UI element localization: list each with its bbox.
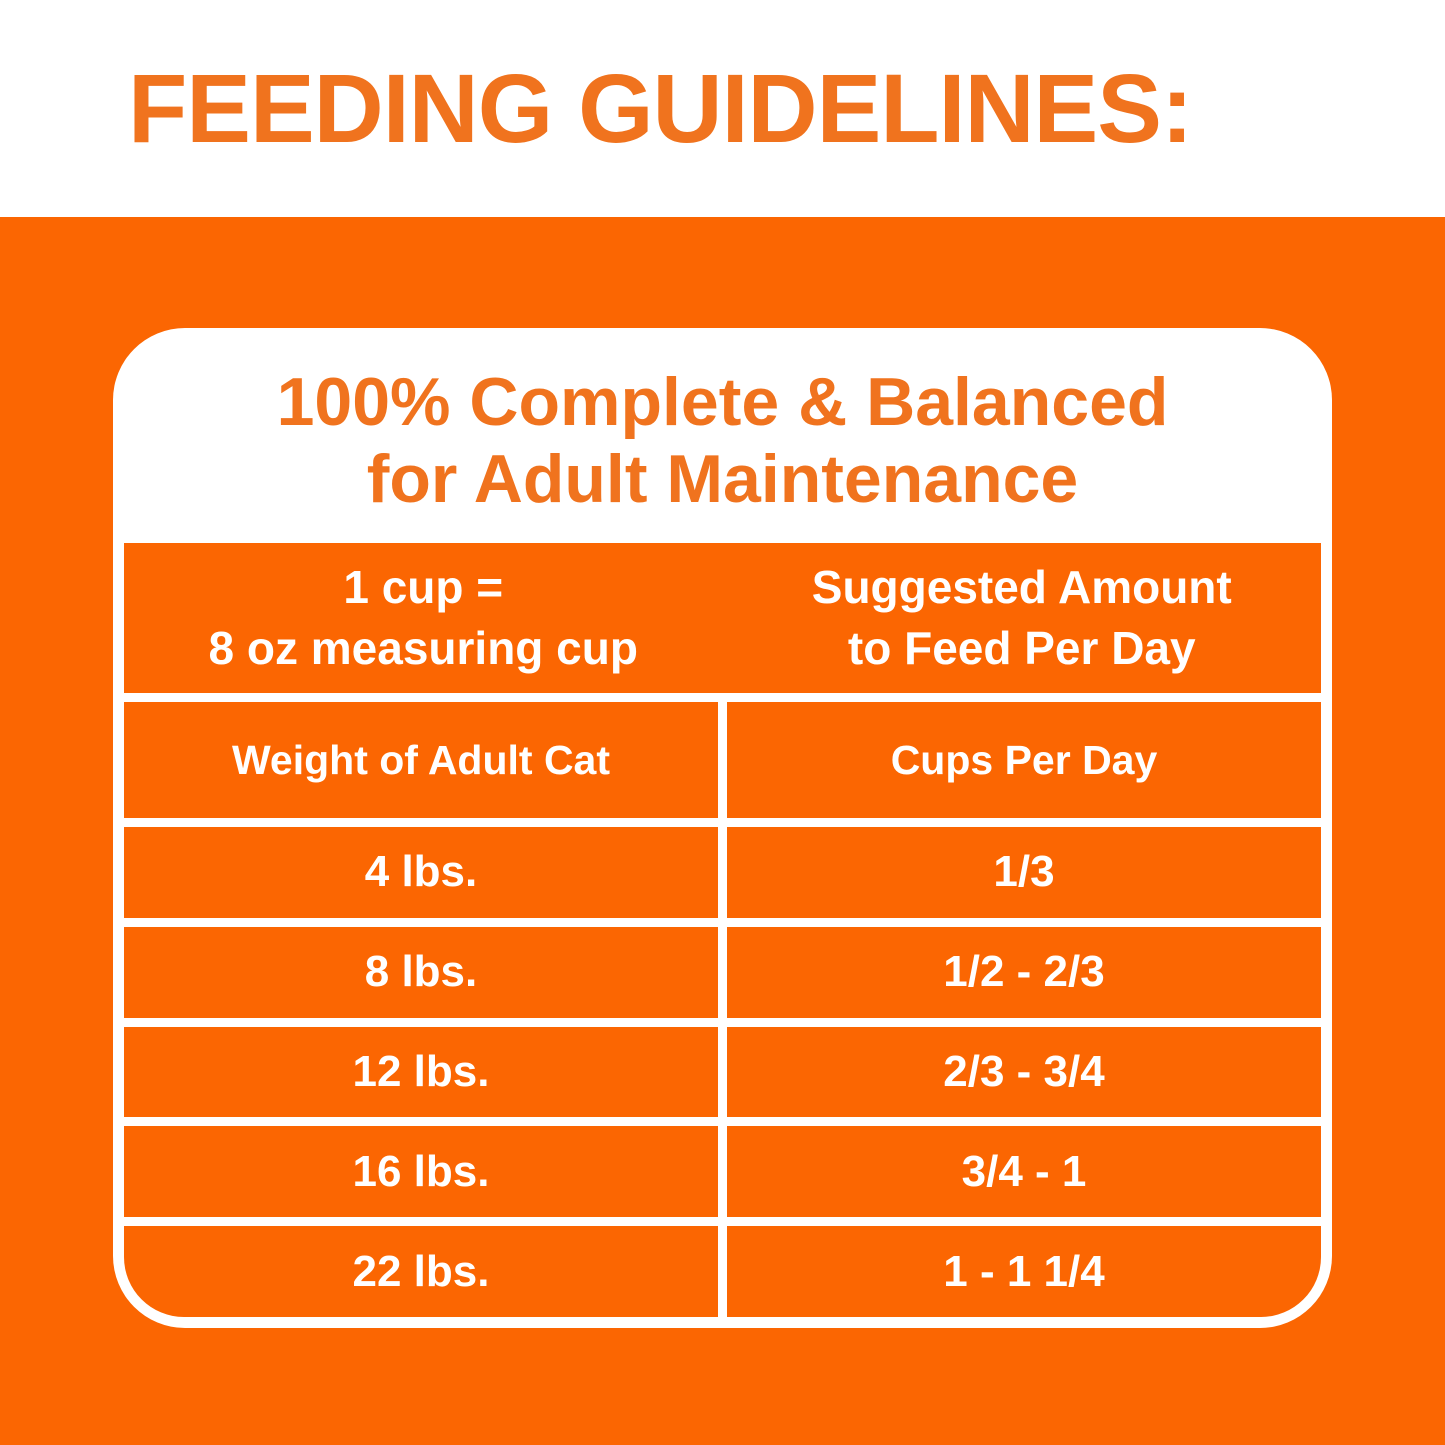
suggested-amount-header: Suggested Amount to Feed Per Day	[723, 557, 1322, 678]
table-header-row: 1 cup = 8 oz measuring cup Suggested Amo…	[124, 543, 1321, 693]
cup-definition: 1 cup = 8 oz measuring cup	[124, 557, 723, 678]
page-title: FEEDING GUIDELINES:	[128, 54, 1193, 163]
cup-definition-line2: 8 oz measuring cup	[208, 622, 638, 674]
table-row-cups: 1/2 - 2/3	[727, 926, 1321, 1018]
card-heading: 100% Complete & Balanced for Adult Maint…	[124, 339, 1321, 543]
table-row-cups: 3/4 - 1	[727, 1126, 1321, 1218]
orange-background: 100% Complete & Balanced for Adult Maint…	[0, 217, 1445, 1445]
table-row-weight: 22 lbs.	[124, 1226, 718, 1317]
feeding-table: 1 cup = 8 oz measuring cup Suggested Amo…	[124, 543, 1321, 1317]
table-row-weight: 12 lbs.	[124, 1026, 718, 1118]
card-heading-line1: 100% Complete & Balanced	[276, 364, 1169, 441]
table-row-cups: 1 - 1 1/4	[727, 1226, 1321, 1317]
guidelines-card: 100% Complete & Balanced for Adult Maint…	[113, 328, 1332, 1328]
table-row-cups: 2/3 - 3/4	[727, 1026, 1321, 1118]
suggested-amount-line2: to Feed Per Day	[847, 622, 1196, 674]
table-row-weight: 4 lbs.	[124, 827, 718, 918]
column-header-weight: Weight of Adult Cat	[124, 702, 718, 818]
table-row-cups: 1/3	[727, 827, 1321, 918]
table-row-weight: 8 lbs.	[124, 926, 718, 1018]
cup-definition-line1: 1 cup =	[343, 561, 504, 614]
column-header-cups: Cups Per Day	[727, 702, 1321, 818]
card-heading-line2: for Adult Maintenance	[366, 441, 1079, 517]
table-row-weight: 16 lbs.	[124, 1126, 718, 1218]
suggested-amount-line1: Suggested Amount	[811, 561, 1232, 614]
title-band: FEEDING GUIDELINES:	[0, 0, 1445, 217]
